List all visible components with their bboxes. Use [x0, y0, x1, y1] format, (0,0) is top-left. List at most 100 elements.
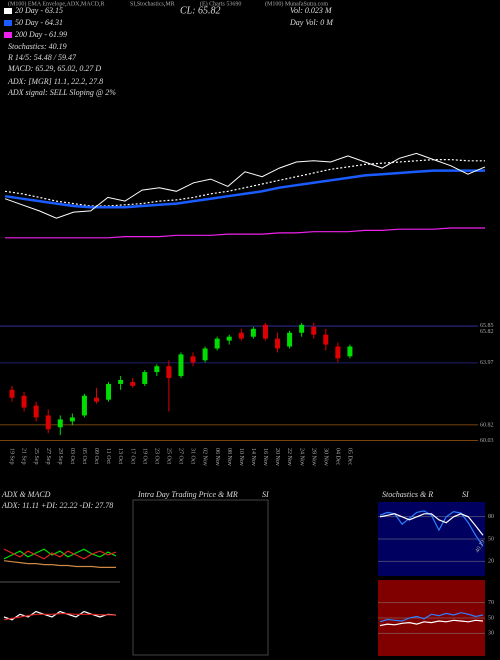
intraday-title: Intra Day Trading Price & MR [137, 490, 238, 499]
candle-body [57, 419, 63, 428]
panel-title: ADX & MACD [1, 490, 51, 499]
x-tick-label: 30 Nov [322, 448, 328, 466]
intraday-frame [132, 499, 269, 656]
candle-body [69, 417, 75, 422]
candle-body [262, 324, 268, 339]
candle-body [299, 324, 305, 333]
legend-label: 50 Day - 64.31 [15, 18, 63, 27]
candle-body [323, 334, 329, 345]
ma-line [5, 227, 485, 239]
candle-body [226, 336, 232, 341]
price-line [4, 152, 486, 219]
candle-body [238, 332, 244, 339]
x-tick-label: 27 Sep [45, 448, 51, 465]
candle-body [190, 356, 196, 363]
y-tick-label: 65.85 [480, 323, 494, 329]
annotation: Stochastics: 40.19 [8, 42, 67, 51]
x-tick-label: 31 Oct [190, 448, 196, 464]
panel-suffix: SI [462, 490, 469, 499]
y-tick-label: 30 [488, 631, 494, 637]
ma-line [4, 159, 485, 207]
x-tick-label: 05 Dec [347, 448, 353, 465]
x-tick-label: 29 Sep [57, 448, 63, 465]
header-text: (M100) EMA Envelope,ADX,MACD,R [8, 0, 105, 7]
y-tick-label: 65.82 [480, 329, 494, 335]
line [379, 513, 484, 536]
x-tick-label: 04 Dec [334, 448, 340, 465]
x-tick-label: 25 Oct [166, 448, 172, 464]
panel-subtitle: ADX: 11.11 +DI: 22.22 -DI: 27.78 [1, 501, 113, 510]
x-tick-label: 09 Oct [93, 448, 99, 464]
candle-body [142, 372, 148, 384]
legend-swatch [4, 8, 12, 14]
annotation: Day Vol: 0 M [289, 18, 334, 27]
x-tick-label: 28 Nov [310, 448, 316, 466]
annotation: MACD: 65.29, 65.02, 0.27 D [7, 64, 101, 73]
y-tick-label: 60.82 [480, 422, 494, 428]
x-tick-label: 24 Nov [298, 448, 304, 466]
y-tick-label: 63.97 [480, 360, 494, 366]
candle-body [214, 338, 220, 349]
x-tick-label: 14 Nov [250, 448, 256, 466]
candle-body [202, 348, 208, 361]
annotation: 40.19 [475, 539, 487, 554]
annotation: ADX: [MGR] 11.1, 22.2, 27.8 [7, 77, 103, 86]
candle-body [21, 395, 27, 408]
line [379, 612, 484, 623]
candle-body [118, 380, 124, 384]
candle-body [250, 328, 256, 337]
y-tick-label: 60.03 [480, 438, 494, 444]
header-text: (M100) MunafaSutra.com [265, 0, 328, 7]
line [379, 510, 484, 547]
x-tick-label: 06 Nov [214, 448, 220, 466]
candle-body [178, 354, 184, 377]
candle-body [45, 415, 51, 430]
x-tick-label: 11 Oct [105, 448, 111, 464]
line [3, 560, 116, 568]
candle-body [33, 405, 39, 418]
x-tick-label: 05 Oct [81, 448, 87, 464]
ma-line [4, 169, 485, 209]
x-tick-label: 02 Nov [202, 448, 208, 466]
annotation: CL: 65.82 [180, 5, 221, 16]
x-tick-label: 21 Sep [21, 448, 27, 465]
x-tick-label: 03 Oct [69, 448, 75, 464]
y-tick-label: 80 [488, 514, 494, 520]
candle-body [154, 366, 160, 373]
x-tick-label: 19 Sep [9, 448, 15, 465]
line [3, 610, 117, 621]
y-tick-label: 50 [488, 615, 494, 621]
y-tick-label: 70 [488, 600, 494, 606]
y-tick-label: 20 [488, 559, 494, 565]
line [379, 619, 484, 627]
x-tick-label: 22 Nov [286, 448, 292, 466]
x-tick-label: 27 Oct [178, 448, 184, 464]
panel-title: Stochastics & R [382, 490, 433, 499]
legend-label: 200 Day - 61.99 [15, 30, 67, 39]
line [3, 613, 117, 621]
candle-body [287, 332, 293, 347]
candle-body [347, 346, 353, 357]
annotation: ADX signal: SELL Sloping @ 2% [7, 88, 116, 97]
x-tick-label: 19 Oct [141, 448, 147, 464]
candle-body [335, 346, 341, 359]
candle-body [275, 338, 281, 349]
intraday-suffix: SI [262, 490, 269, 499]
x-tick-label: 13 Oct [117, 448, 123, 464]
x-tick-label: 08 Nov [226, 448, 232, 466]
y-tick-label: 50 [488, 536, 494, 542]
header-text: (E) Charts 53690 [200, 0, 241, 7]
candle-body [166, 366, 172, 379]
candle-body [106, 383, 112, 400]
header-text: SI,Stochastics,MR [130, 1, 175, 7]
annotation: Vol: 0.023 M [290, 6, 333, 15]
x-tick-label: 25 Sep [33, 448, 39, 465]
legend-label: 20 Day - 63.15 [15, 6, 63, 15]
candle-body [311, 326, 317, 335]
x-tick-label: 20 Nov [274, 448, 280, 466]
legend-swatch [4, 20, 12, 26]
candle-body [93, 397, 99, 402]
line [3, 548, 117, 560]
candle-body [9, 389, 15, 398]
